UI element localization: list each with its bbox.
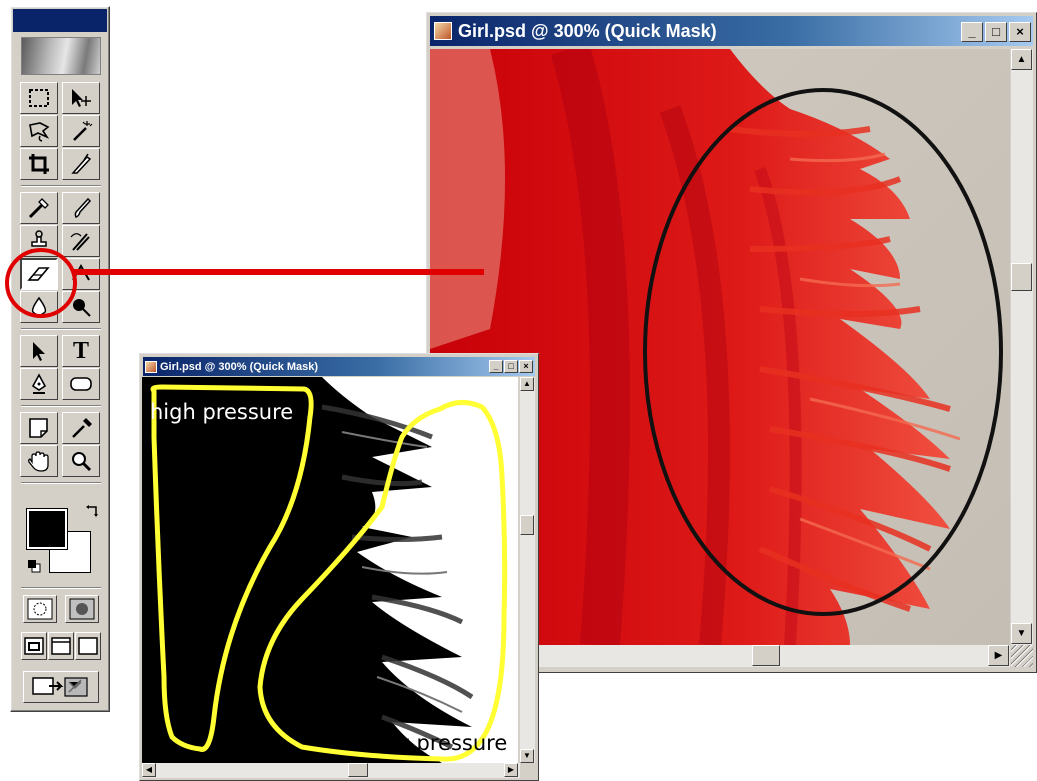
- annotation-ellipse: [643, 88, 1003, 616]
- small-scroll-right-arrow-icon[interactable]: ▶: [504, 763, 518, 777]
- small-document-window: Girl.psd @ 300% (Quick Mask) _ □ ×: [139, 353, 539, 781]
- low-pressure-label: low pressure: [374, 731, 508, 755]
- type-tool[interactable]: T: [62, 335, 100, 367]
- vertical-scrollbar[interactable]: ▲ ▼: [1011, 49, 1033, 645]
- small-window-titlebar[interactable]: Girl.psd @ 300% (Quick Mask) _ □ ×: [143, 357, 535, 376]
- blur-tool[interactable]: [20, 291, 58, 323]
- maximize-button[interactable]: □: [985, 22, 1007, 42]
- small-document-icon: [145, 360, 157, 373]
- toolbox-divider: [21, 587, 101, 589]
- vertical-scroll-thumb[interactable]: [1011, 263, 1032, 291]
- small-vertical-scroll-thumb[interactable]: [520, 515, 534, 535]
- toolbox-divider: [21, 328, 101, 330]
- marquee-tool[interactable]: [20, 82, 58, 114]
- toolbox-divider: [21, 405, 101, 407]
- high-pressure-label: high pressure: [150, 400, 294, 424]
- toolbox-divider: [21, 482, 101, 484]
- photoshop-eye-logo[interactable]: [21, 37, 101, 75]
- notes-tool[interactable]: [20, 412, 58, 444]
- minimize-button[interactable]: _: [961, 22, 983, 42]
- small-scroll-up-arrow-icon[interactable]: ▲: [520, 377, 534, 391]
- standard-screen-mode-button[interactable]: [21, 632, 47, 660]
- brush-tool[interactable]: [62, 192, 100, 224]
- resize-grip-icon[interactable]: [1011, 645, 1033, 667]
- scroll-right-arrow-icon[interactable]: ▶: [988, 645, 1009, 666]
- toolbox-palette: T: [10, 6, 110, 712]
- small-horizontal-scrollbar[interactable]: ◀ ▶: [142, 763, 520, 778]
- default-colors-icon[interactable]: [27, 559, 41, 573]
- standard-mode-button[interactable]: [23, 595, 57, 623]
- eraser-tool[interactable]: [20, 258, 58, 290]
- lasso-tool[interactable]: [20, 115, 58, 147]
- shape-tool[interactable]: [62, 368, 100, 400]
- small-scroll-down-arrow-icon[interactable]: ▼: [520, 749, 534, 763]
- slice-tool[interactable]: [62, 148, 100, 180]
- scroll-up-arrow-icon[interactable]: ▲: [1011, 49, 1032, 70]
- close-button[interactable]: ×: [1009, 22, 1031, 42]
- clone-stamp-tool[interactable]: [20, 225, 58, 257]
- healing-brush-tool[interactable]: [20, 192, 58, 224]
- color-swatches: [21, 501, 101, 581]
- small-minimize-button[interactable]: _: [489, 360, 503, 373]
- low-pressure-outline: [257, 400, 508, 762]
- main-canvas[interactable]: [430, 49, 1010, 645]
- small-scroll-left-arrow-icon[interactable]: ◀: [142, 763, 156, 777]
- foreground-color-swatch[interactable]: [26, 508, 68, 550]
- horizontal-scroll-thumb[interactable]: [752, 645, 780, 666]
- small-vertical-scrollbar[interactable]: ▲ ▼: [520, 377, 535, 763]
- crop-tool[interactable]: [20, 148, 58, 180]
- small-window-title: Girl.psd @ 300% (Quick Mask): [160, 360, 319, 373]
- main-window-title: Girl.psd @ 300% (Quick Mask): [458, 20, 717, 41]
- swap-colors-icon[interactable]: [85, 503, 101, 519]
- zoom-tool[interactable]: [62, 445, 100, 477]
- small-canvas[interactable]: high pressure low pressure: [142, 377, 518, 763]
- scroll-down-arrow-icon[interactable]: ▼: [1011, 623, 1032, 644]
- history-brush-tool[interactable]: [62, 225, 100, 257]
- small-close-button[interactable]: ×: [519, 360, 533, 373]
- small-maximize-button[interactable]: □: [504, 360, 518, 373]
- quick-mask-mode-button[interactable]: [65, 595, 99, 623]
- eyedropper-tool[interactable]: [62, 412, 100, 444]
- dodge-tool[interactable]: [62, 291, 100, 323]
- path-selection-tool[interactable]: [20, 335, 58, 367]
- toolbox-divider: [21, 185, 101, 187]
- gradient-tool[interactable]: [62, 258, 100, 290]
- horizontal-scrollbar[interactable]: ▶: [430, 645, 1010, 667]
- full-screen-mode-button[interactable]: [75, 632, 101, 660]
- main-window-titlebar[interactable]: Girl.psd @ 300% (Quick Mask) _ □ ×: [430, 16, 1033, 46]
- move-tool[interactable]: [62, 82, 100, 114]
- magic-wand-tool[interactable]: [62, 115, 100, 147]
- pen-tool[interactable]: [20, 368, 58, 400]
- mask-channel-image: [142, 377, 518, 763]
- document-icon: [434, 22, 452, 40]
- full-screen-menu-mode-button[interactable]: [48, 632, 74, 660]
- high-pressure-outline: [150, 384, 314, 752]
- toolbox-titlebar[interactable]: [13, 9, 107, 32]
- quick-mask-hair-image: [430, 49, 1010, 645]
- type-tool-glyph: T: [72, 337, 89, 364]
- hand-tool[interactable]: [20, 445, 58, 477]
- small-horizontal-scroll-thumb[interactable]: [348, 763, 368, 777]
- jump-to-imageready-button[interactable]: [23, 671, 99, 703]
